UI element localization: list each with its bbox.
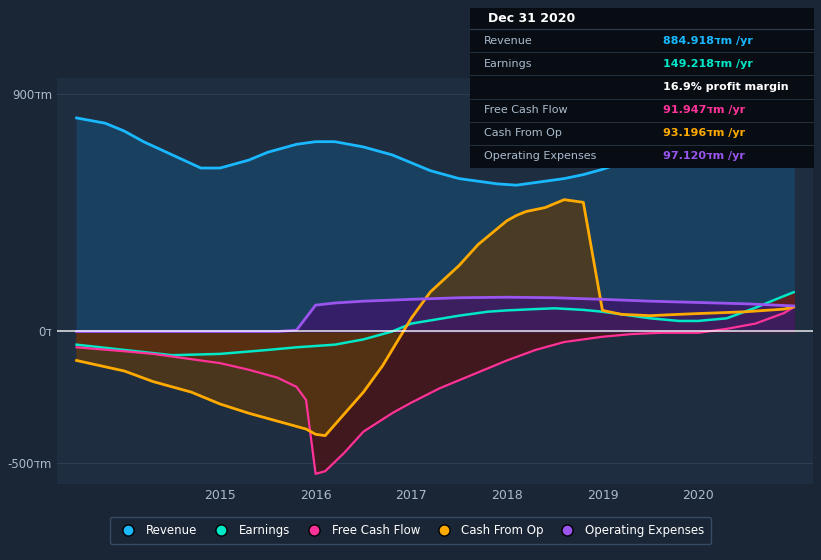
- Text: Free Cash Flow: Free Cash Flow: [484, 105, 568, 115]
- Text: 97.120דm /yr: 97.120דm /yr: [663, 151, 745, 161]
- Text: Dec 31 2020: Dec 31 2020: [488, 12, 575, 25]
- Text: Operating Expenses: Operating Expenses: [484, 151, 597, 161]
- Text: 91.947דm /yr: 91.947דm /yr: [663, 105, 745, 115]
- Text: 93.196דm /yr: 93.196דm /yr: [663, 128, 745, 138]
- Text: Revenue: Revenue: [484, 36, 533, 46]
- Text: Cash From Op: Cash From Op: [484, 128, 562, 138]
- Legend: Revenue, Earnings, Free Cash Flow, Cash From Op, Operating Expenses: Revenue, Earnings, Free Cash Flow, Cash …: [109, 517, 712, 544]
- Text: 149.218דm /yr: 149.218דm /yr: [663, 59, 753, 69]
- Text: 884.918דm /yr: 884.918דm /yr: [663, 36, 753, 46]
- Text: 16.9% profit margin: 16.9% profit margin: [663, 82, 788, 92]
- Text: Earnings: Earnings: [484, 59, 533, 69]
